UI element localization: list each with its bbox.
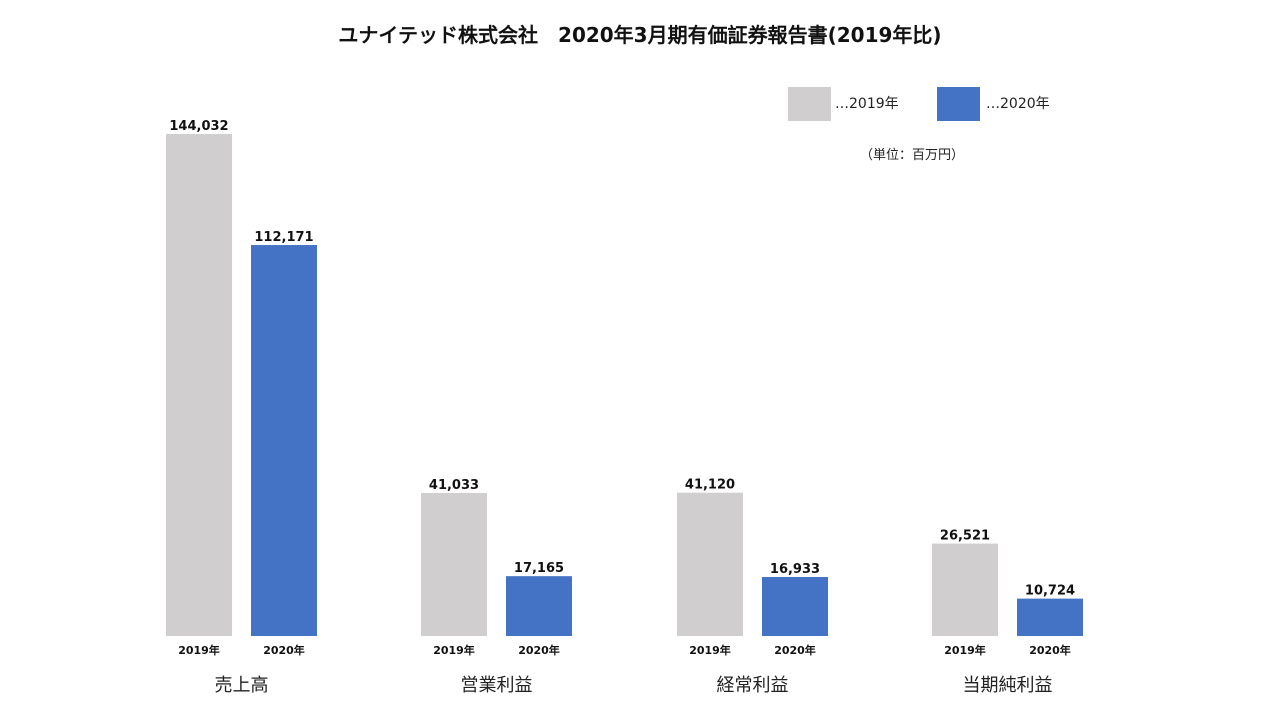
- tick-label-0-1: 2020年: [263, 643, 305, 657]
- bar-2-1: [762, 576, 828, 636]
- data-label-3-1: 10,724: [1025, 584, 1075, 599]
- data-label-1-1: 17,165: [514, 561, 564, 576]
- tick-label-3-1: 2020年: [1029, 643, 1071, 657]
- bar-0-1: [251, 245, 317, 636]
- legend-label-2019: …2019年: [835, 96, 899, 112]
- tick-label-1-1: 2020年: [518, 643, 560, 657]
- tick-label-0-0: 2019年: [178, 643, 220, 657]
- category-label-3: 当期純利益: [963, 675, 1053, 696]
- category-label-2: 経常利益: [717, 675, 789, 696]
- bar-1-0: [421, 492, 487, 636]
- bar-3-0: [932, 543, 998, 636]
- tick-label-1-0: 2019年: [433, 643, 475, 657]
- bar-0-0: [166, 134, 232, 636]
- legend-label-2020: …2020年: [986, 96, 1050, 112]
- data-label-2-0: 41,120: [685, 478, 735, 493]
- chart-title: ユナイテッド株式会社 2020年3月期有価証券報告書(2019年比): [338, 23, 941, 47]
- data-label-2-1: 16,933: [770, 562, 820, 577]
- bar-1-1: [506, 576, 572, 636]
- category-label-0: 売上高: [215, 675, 269, 696]
- data-label-3-0: 26,521: [940, 529, 990, 544]
- unit-label: （単位：百万円）: [860, 147, 964, 163]
- data-label-1-0: 41,033: [429, 478, 479, 493]
- tick-label-2-0: 2019年: [689, 643, 731, 657]
- bar-2-0: [677, 492, 743, 636]
- category-label-1: 営業利益: [461, 675, 533, 696]
- legend-swatch-2019: [788, 87, 831, 121]
- tick-label-3-0: 2019年: [944, 643, 986, 657]
- data-label-0-0: 144,032: [169, 119, 228, 134]
- legend-swatch-2020: [937, 87, 980, 121]
- legend: …2019年 …2020年: [788, 87, 1050, 121]
- tick-label-2-1: 2020年: [774, 643, 816, 657]
- bar-3-1: [1017, 598, 1083, 636]
- data-label-0-1: 112,171: [254, 230, 313, 245]
